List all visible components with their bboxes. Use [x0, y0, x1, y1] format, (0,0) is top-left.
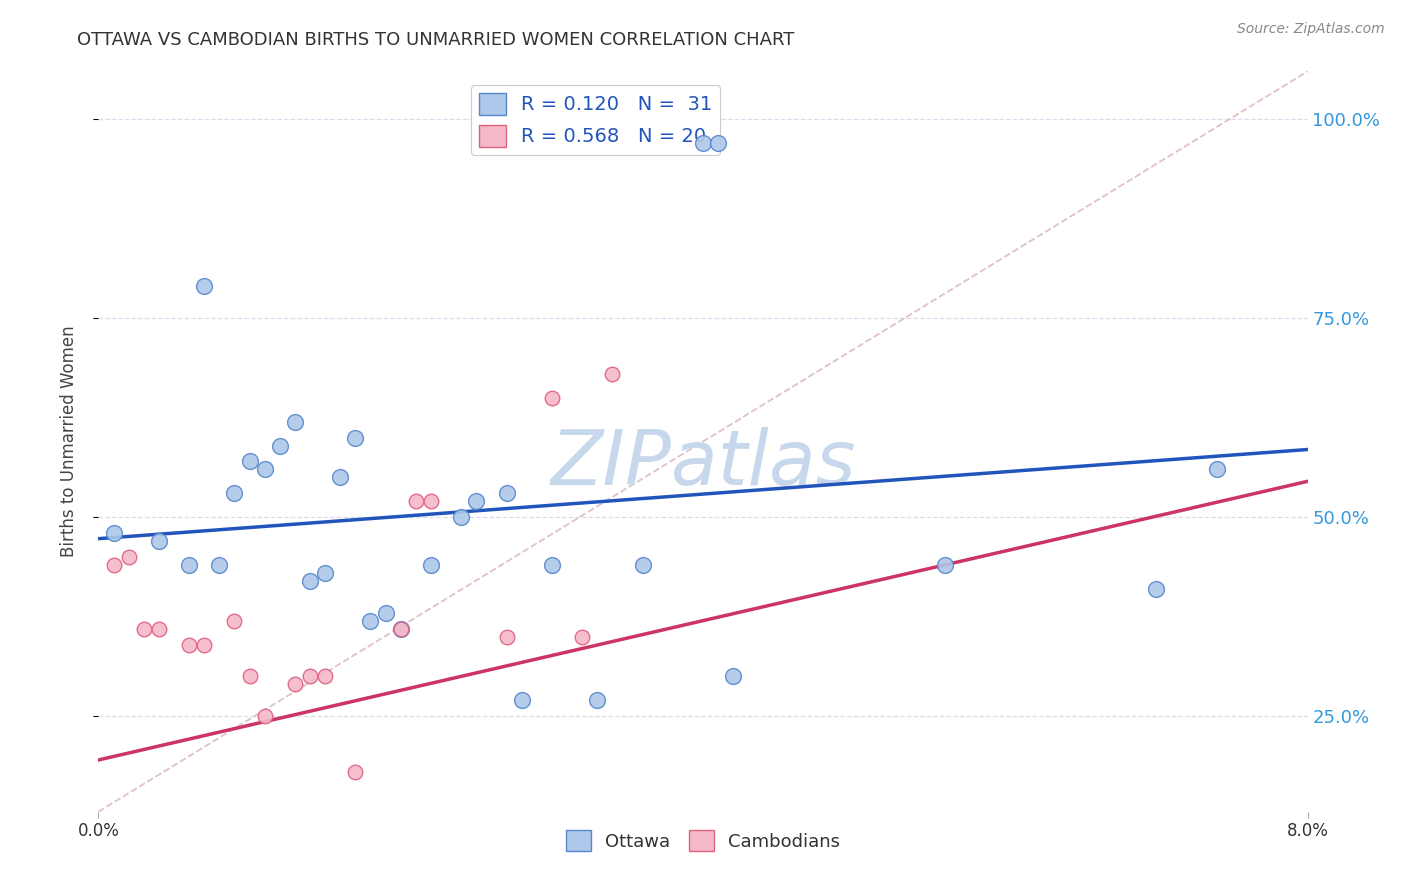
Legend: Ottawa, Cambodians: Ottawa, Cambodians	[558, 823, 848, 858]
Point	[420, 558, 443, 572]
Point	[540, 391, 562, 405]
Point	[193, 638, 215, 652]
Point	[631, 558, 654, 572]
Point	[1206, 462, 1229, 476]
Point	[707, 136, 730, 150]
Point	[253, 462, 276, 476]
Point	[450, 510, 472, 524]
Point	[934, 558, 956, 572]
Text: ZIPatlas: ZIPatlas	[550, 426, 856, 500]
Point	[239, 669, 262, 683]
Point	[1146, 582, 1168, 596]
Point	[405, 494, 427, 508]
Point	[344, 431, 367, 445]
Text: OTTAWA VS CAMBODIAN BIRTHS TO UNMARRIED WOMEN CORRELATION CHART: OTTAWA VS CAMBODIAN BIRTHS TO UNMARRIED …	[77, 31, 794, 49]
Point	[224, 614, 246, 628]
Point	[299, 574, 322, 588]
Point	[132, 622, 155, 636]
Point	[389, 622, 412, 636]
Point	[103, 526, 125, 541]
Point	[314, 566, 336, 580]
Point	[602, 367, 624, 381]
Point	[540, 558, 562, 572]
Point	[495, 630, 517, 644]
Point	[571, 630, 593, 644]
Point	[389, 622, 412, 636]
Point	[239, 454, 262, 468]
Point	[374, 606, 396, 620]
Point	[510, 693, 533, 707]
Point	[269, 438, 291, 452]
Point	[208, 558, 231, 572]
Point	[284, 677, 307, 691]
Point	[586, 693, 609, 707]
Point	[118, 549, 141, 564]
Point	[103, 558, 125, 572]
Point	[299, 669, 322, 683]
Text: Source: ZipAtlas.com: Source: ZipAtlas.com	[1237, 22, 1385, 37]
Point	[253, 709, 276, 723]
Point	[329, 470, 352, 484]
Point	[465, 494, 488, 508]
Y-axis label: Births to Unmarried Women: Births to Unmarried Women	[59, 326, 77, 558]
Point	[148, 622, 170, 636]
Point	[692, 136, 714, 150]
Point	[420, 494, 443, 508]
Point	[723, 669, 745, 683]
Point	[495, 486, 517, 500]
Point	[314, 669, 336, 683]
Point	[193, 279, 215, 293]
Point	[179, 558, 201, 572]
Point	[344, 764, 367, 779]
Point	[179, 638, 201, 652]
Point	[284, 415, 307, 429]
Point	[148, 534, 170, 549]
Point	[360, 614, 382, 628]
Point	[224, 486, 246, 500]
